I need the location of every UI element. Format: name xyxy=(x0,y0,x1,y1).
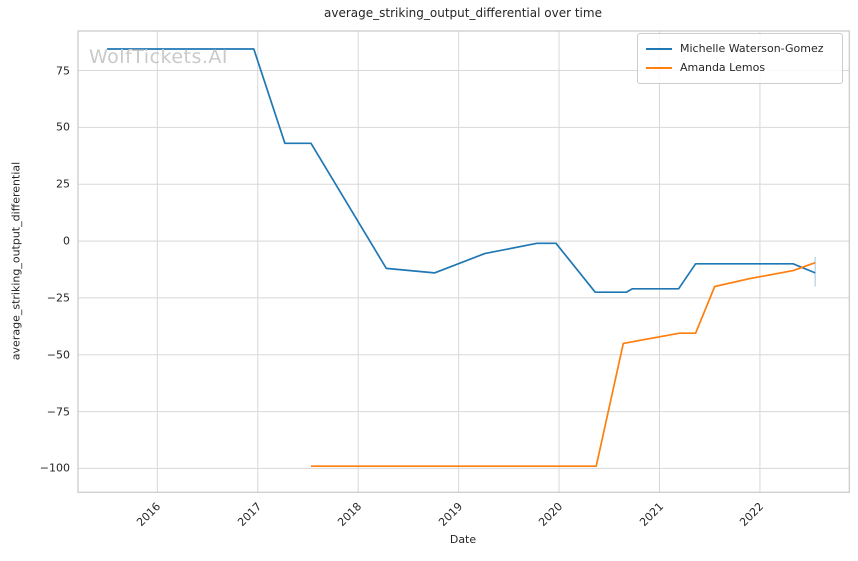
series-line-0 xyxy=(107,48,816,294)
legend-line-sample-orange xyxy=(646,66,672,69)
legend-entry-michelle: Michelle Waterson-Gomez xyxy=(646,39,834,58)
series-line-1 xyxy=(311,261,816,468)
x-axis-label-text: Date xyxy=(449,533,477,546)
legend-label: Amanda Lemos xyxy=(680,61,766,74)
watermark: WolfTickets.AI xyxy=(89,46,229,68)
y-tick-label: −75 xyxy=(46,405,70,419)
y-tick-label: 25 xyxy=(56,177,70,191)
y-tick-label: 50 xyxy=(56,120,70,134)
y-tick-label: −100 xyxy=(39,461,70,475)
chart-title: average_striking_output_differential ove… xyxy=(0,6,858,20)
chart-title-text: average_striking_output_differential ove… xyxy=(324,6,602,20)
legend-label: Michelle Waterson-Gomez xyxy=(680,42,824,55)
legend: Michelle Waterson-Gomez Amanda Lemos xyxy=(637,33,843,84)
y-axis-label: average_striking_output_differential xyxy=(9,161,23,361)
legend-line-sample-blue xyxy=(646,47,672,50)
y-tick-label: 75 xyxy=(56,64,70,78)
legend-entry-amanda: Amanda Lemos xyxy=(646,58,834,77)
y-tick-label: −50 xyxy=(46,348,70,362)
x-axis-label: Date xyxy=(0,533,858,546)
y-tick-label: −25 xyxy=(46,291,70,305)
plot-border xyxy=(77,30,850,493)
y-tick-label: 0 xyxy=(63,234,70,248)
